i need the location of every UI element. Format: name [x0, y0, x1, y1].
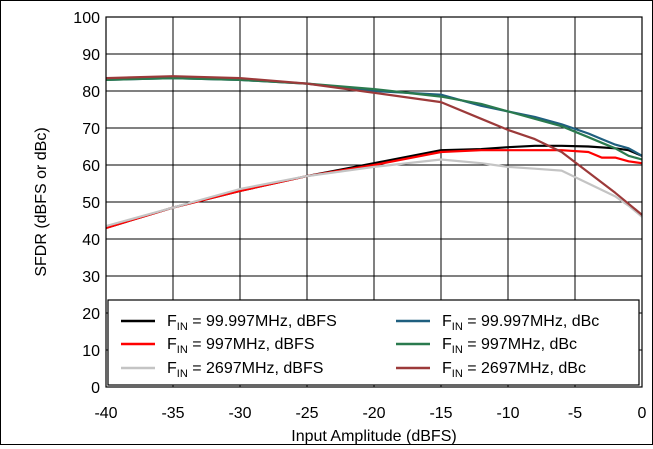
legend-box	[107, 299, 640, 386]
y-tick-label: 40	[82, 232, 100, 249]
y-tick-label: 100	[73, 10, 100, 27]
legend-entry: FIN = 2697MHz, dBFS	[167, 360, 323, 380]
x-tick-label: -5	[568, 405, 582, 422]
y-tick-label: 50	[82, 195, 100, 212]
series-line-4	[105, 76, 643, 161]
x-tick-label: -20	[362, 405, 385, 422]
x-tick-label: -30	[228, 405, 251, 422]
y-tick-label: 10	[82, 343, 100, 360]
legend: FIN = 99.997MHz, dBFS FIN = 99.997MHz, dB…	[107, 299, 640, 386]
series-lines	[105, 75, 643, 229]
x-tick-label: -15	[429, 405, 452, 422]
y-tick-label: 80	[82, 84, 100, 101]
legend-entry: FIN = 99.997MHz, dBFS	[167, 313, 337, 333]
legend-entry: FIN = 997MHz, dBc	[442, 336, 577, 356]
legend-entry: FIN = 997MHz, dBFS	[167, 336, 315, 356]
series-line-5	[105, 158, 643, 228]
y-tick-label: 20	[82, 306, 100, 323]
y-tick-label: 90	[82, 47, 100, 64]
x-tick-label: -25	[295, 405, 318, 422]
y-tick-label: 0	[91, 380, 100, 397]
tick-labels: -40 -35 -30 -25 -20 -15 -10 -5 0 0 10 20 30 40 50 60 70 8…	[73, 10, 646, 422]
plot-border	[105, 16, 643, 388]
x-axis-label: Input Amplitude (dBFS)	[291, 428, 456, 444]
y-tick-label: 30	[82, 269, 100, 286]
x-tick-label: -40	[94, 405, 117, 422]
legend-entry: FIN = 99.997MHz, dBc	[442, 313, 599, 333]
y-tick-label: 60	[82, 158, 100, 175]
series-line-3	[105, 149, 643, 229]
legend-entry: FIN = 2697MHz, dBc	[442, 360, 586, 380]
x-tick-label: 0	[638, 405, 647, 422]
y-tick-label: 70	[82, 121, 100, 138]
y-axis-label: SFDR (dBFS or dBc)	[33, 127, 50, 276]
x-tick-label: -10	[496, 405, 519, 422]
series-line-6	[105, 75, 643, 216]
x-tick-label: -35	[161, 405, 184, 422]
